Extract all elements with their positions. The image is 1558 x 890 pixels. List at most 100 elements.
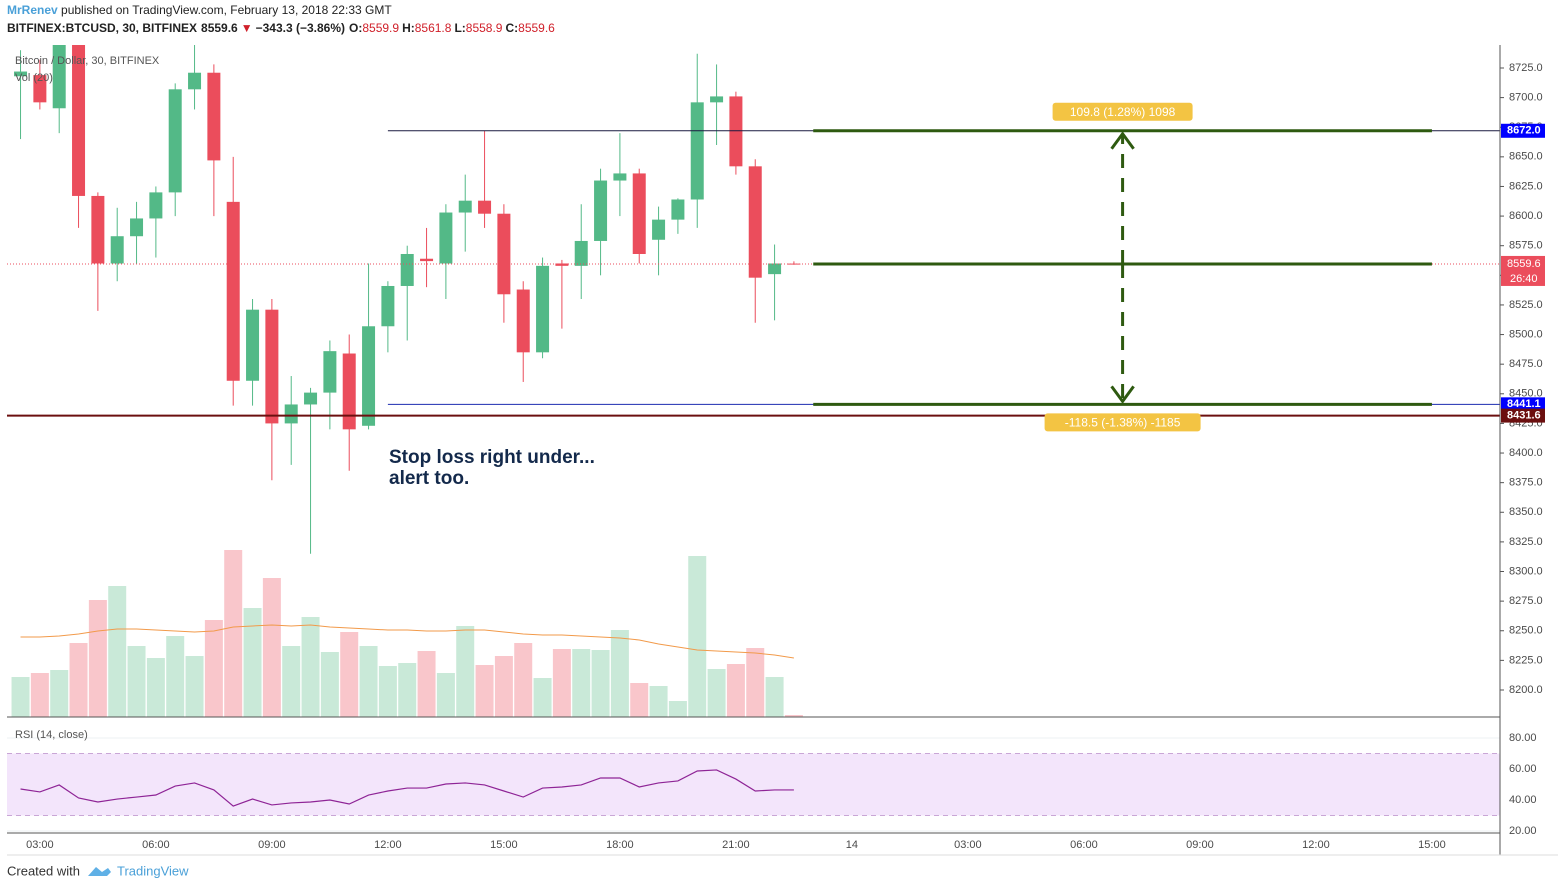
candle-body — [226, 201, 240, 381]
x-tick-label: 06:00 — [1070, 839, 1098, 851]
target-tag — [1052, 102, 1193, 121]
candle-body — [710, 96, 724, 103]
candle-body — [246, 309, 260, 381]
volume-bar — [649, 686, 668, 717]
level-label: 8431.6 — [1507, 410, 1541, 422]
o-label: O: — [349, 21, 362, 35]
volume-bar — [108, 586, 127, 717]
volume-bar — [378, 666, 397, 717]
candle-body — [574, 240, 588, 266]
volume-bar — [591, 650, 610, 717]
volume-bar — [610, 630, 629, 717]
candle-body — [304, 392, 318, 405]
candle-body — [400, 253, 414, 286]
change: −343.3 (−3.86%) — [256, 21, 345, 35]
y-tick-label: 20.00 — [1509, 825, 1537, 837]
volume-bar — [784, 715, 803, 717]
y-tick-label: 8325.0 — [1509, 536, 1543, 548]
y-tick-label: 80.00 — [1509, 732, 1537, 744]
volume-bar — [707, 669, 726, 717]
candle-body — [594, 180, 608, 241]
c-value: 8559.6 — [518, 21, 555, 35]
y-tick-label: 8450.0 — [1509, 388, 1543, 400]
arrow: ▼ — [241, 21, 253, 35]
candle-body — [130, 218, 144, 237]
candle-body — [768, 263, 782, 275]
candle-body — [478, 200, 492, 214]
volume-bar — [456, 626, 475, 717]
brand[interactable]: TradingView — [117, 863, 189, 878]
candle-body — [362, 326, 376, 426]
y-tick-label: 8700.0 — [1509, 92, 1543, 104]
target-label: 109.8 (1.28%) 1098 — [1070, 105, 1176, 119]
y-tick-label: 8250.0 — [1509, 625, 1543, 637]
volume-bar — [30, 673, 49, 717]
volume-bar — [224, 550, 243, 717]
candle-body — [284, 404, 298, 424]
candle-body — [536, 265, 550, 353]
y-tick-label: 8650.0 — [1509, 151, 1543, 163]
plot — [7, 45, 1500, 816]
volume-bar — [630, 683, 649, 717]
y-tick-label: 8275.0 — [1509, 595, 1543, 607]
candle-body — [188, 72, 202, 90]
y-tick-label: 8625.0 — [1509, 180, 1543, 192]
candles — [14, 45, 801, 554]
level-label: 8441.1 — [1507, 398, 1541, 410]
y-tick-label: 8500.0 — [1509, 328, 1543, 340]
volume-bar — [282, 646, 301, 717]
candle-body — [14, 71, 28, 77]
overlay: Bitcoin / Dollar, 30, BITFINEX Vol (20) RS… — [7, 55, 1545, 741]
candle-body — [690, 102, 704, 200]
x-tick-label: 09:00 — [1186, 839, 1214, 851]
volume-bar — [320, 652, 339, 717]
candle-body — [207, 72, 221, 161]
published-line: MrRenev published on TradingView.com, Fe… — [7, 3, 392, 17]
symbol-line: BITFINEX:BTCUSD, 30, BITFINEX 8559.6 ▼ −343… — [7, 21, 555, 35]
candle-body — [729, 96, 743, 167]
level-tag — [1501, 123, 1545, 138]
h-value: 8561.8 — [415, 21, 452, 35]
volume-bar — [746, 648, 765, 717]
x-tick-label: 06:00 — [142, 839, 170, 851]
l-label: L: — [454, 21, 465, 35]
volume-bar — [572, 649, 591, 717]
candle-body — [33, 75, 47, 103]
y-tick-label: 8525.0 — [1509, 299, 1543, 311]
volume-bar — [398, 663, 417, 717]
candle-body — [420, 258, 434, 262]
y-tick-label: 8400.0 — [1509, 447, 1543, 459]
x-tick-label: 12:00 — [1302, 839, 1330, 851]
candle-body — [265, 309, 279, 424]
annotation-box — [384, 444, 608, 490]
y-tick-label: 8225.0 — [1509, 654, 1543, 666]
volume-bar — [50, 670, 69, 717]
candle-body — [458, 200, 472, 213]
y-tick-label: 8200.0 — [1509, 684, 1543, 696]
x-tick-label: 12:00 — [374, 839, 402, 851]
c-label: C: — [505, 21, 518, 35]
x-tick-label: 14 — [846, 839, 858, 851]
y-tick-label: 40.00 — [1509, 794, 1537, 806]
candle-body — [381, 285, 395, 327]
candle-body — [671, 199, 685, 220]
x-tick-label: 21:00 — [722, 839, 750, 851]
volume-bar — [765, 677, 784, 717]
y-tick-label: 8375.0 — [1509, 477, 1543, 489]
x-tick-label: 09:00 — [258, 839, 286, 851]
volume-bar — [436, 673, 455, 717]
o-value: 8559.9 — [362, 21, 399, 35]
l-value: 8558.9 — [466, 21, 503, 35]
author[interactable]: MrRenev — [7, 3, 58, 17]
x-tick-label: 03:00 — [26, 839, 54, 851]
created-with: Created with — [7, 863, 80, 878]
x-tick-label: 15:00 — [1418, 839, 1446, 851]
volume-bar — [494, 656, 513, 717]
candle-body — [613, 173, 627, 181]
volume-ma — [20, 624, 794, 659]
volume-bar — [166, 636, 185, 717]
volume-bar — [533, 678, 552, 717]
volume-bar — [475, 665, 494, 717]
level-tag — [1501, 408, 1545, 423]
candle-body — [91, 195, 105, 264]
